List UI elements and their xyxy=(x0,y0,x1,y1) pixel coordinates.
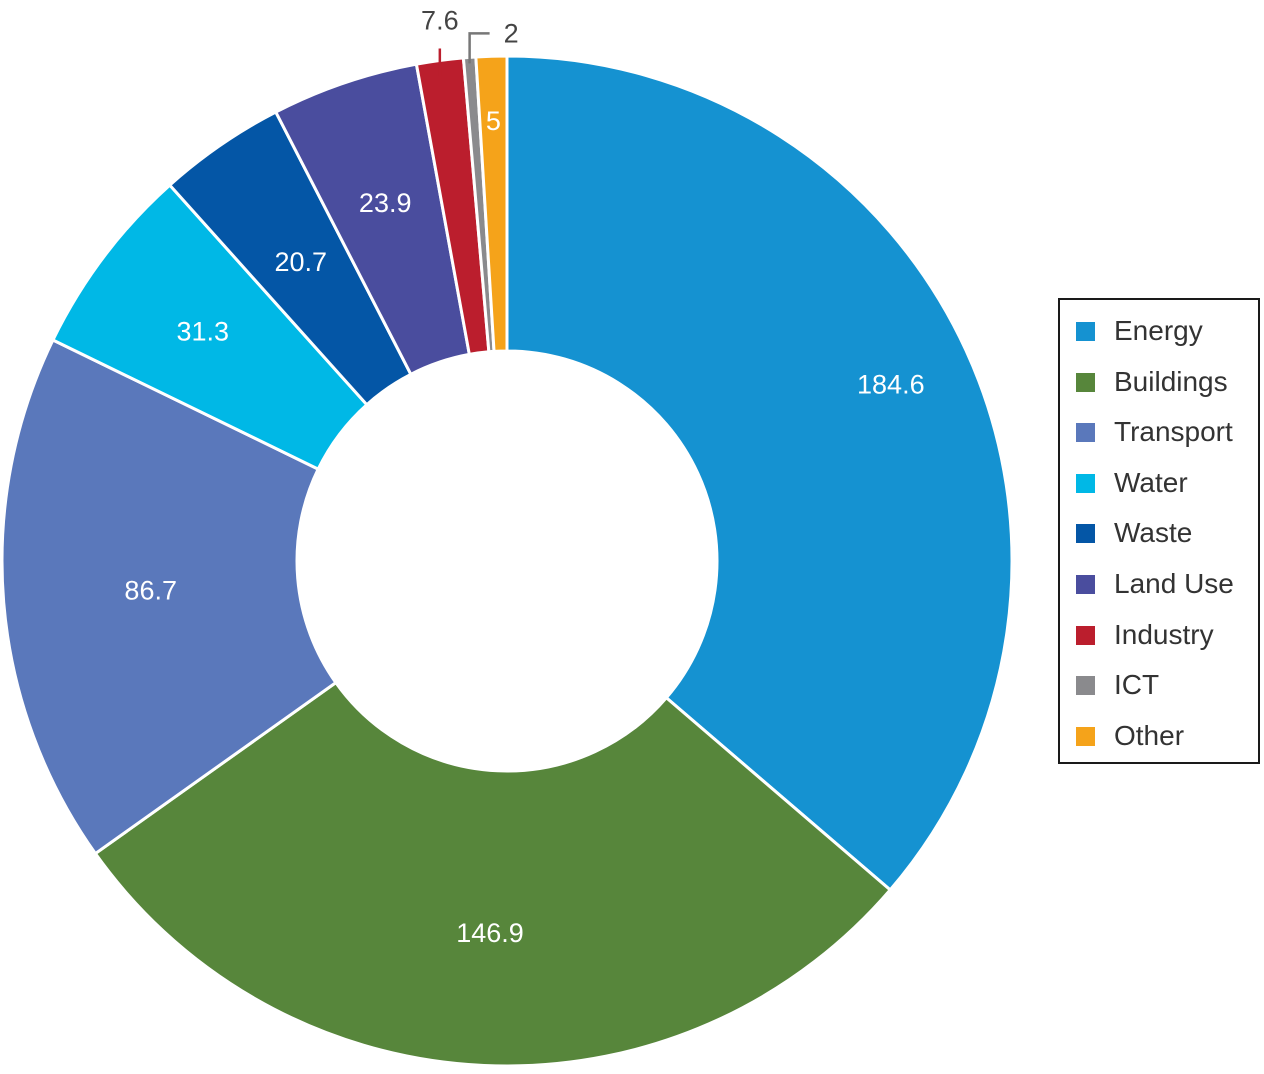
legend-item-transport: Transport xyxy=(1076,416,1233,447)
data-label-industry: 7.6 xyxy=(421,5,459,35)
legend-swatch-land-use xyxy=(1076,574,1095,594)
data-label-buildings: 146.9 xyxy=(456,918,524,948)
legend-item-buildings: Buildings xyxy=(1076,366,1228,397)
data-label-water: 31.3 xyxy=(176,316,229,346)
data-labels: 184.6 146.9 86.7 31.3 20.7 23.9 7.6 2 5 xyxy=(124,5,924,947)
data-label-waste: 20.7 xyxy=(275,247,328,277)
legend-swatch-ict xyxy=(1076,675,1095,695)
legend-label-buildings: Buildings xyxy=(1114,366,1228,397)
legend-label-other: Other xyxy=(1114,720,1185,751)
slice-buildings xyxy=(93,681,892,1068)
legend-label-land-use: Land Use xyxy=(1114,568,1234,599)
legend-swatch-other xyxy=(1076,726,1095,746)
data-label-land-use: 23.9 xyxy=(359,188,412,218)
legend-swatch-energy xyxy=(1076,321,1095,341)
legend-item-other: Other xyxy=(1076,720,1185,751)
legend-swatch-waste xyxy=(1076,523,1095,543)
data-label-other: 5 xyxy=(486,106,501,136)
legend-item-water: Water xyxy=(1076,467,1188,498)
slice-transport xyxy=(0,338,338,856)
legend-item-waste: Waste xyxy=(1076,517,1193,548)
legend: Energy Buildings Transport Water Waste L… xyxy=(1058,298,1260,764)
legend-label-transport: Transport xyxy=(1114,416,1233,447)
legend-swatch-water xyxy=(1076,473,1095,493)
legend-label-water: Water xyxy=(1114,467,1188,498)
legend-item-industry: Industry xyxy=(1076,619,1214,650)
legend-item-energy: Energy xyxy=(1076,315,1203,346)
data-label-ict: 2 xyxy=(504,18,519,48)
legend-item-ict: ICT xyxy=(1076,669,1160,700)
legend-label-energy: Energy xyxy=(1114,315,1203,346)
legend-swatch-buildings xyxy=(1076,372,1095,392)
legend-swatch-transport xyxy=(1076,422,1095,442)
legend-label-industry: Industry xyxy=(1114,619,1214,650)
legend-swatch-industry xyxy=(1076,625,1095,645)
leader-lines xyxy=(438,32,490,77)
slice-other xyxy=(474,54,509,353)
legend-item-land-use: Land Use xyxy=(1076,568,1234,599)
slice-energy xyxy=(505,54,1014,892)
legend-label-ict: ICT xyxy=(1114,669,1160,700)
data-label-transport: 86.7 xyxy=(124,575,177,605)
donut-slices xyxy=(0,54,1014,1068)
leader-line-ict xyxy=(468,32,490,64)
data-label-energy: 184.6 xyxy=(857,370,925,400)
legend-label-waste: Waste xyxy=(1114,517,1193,548)
